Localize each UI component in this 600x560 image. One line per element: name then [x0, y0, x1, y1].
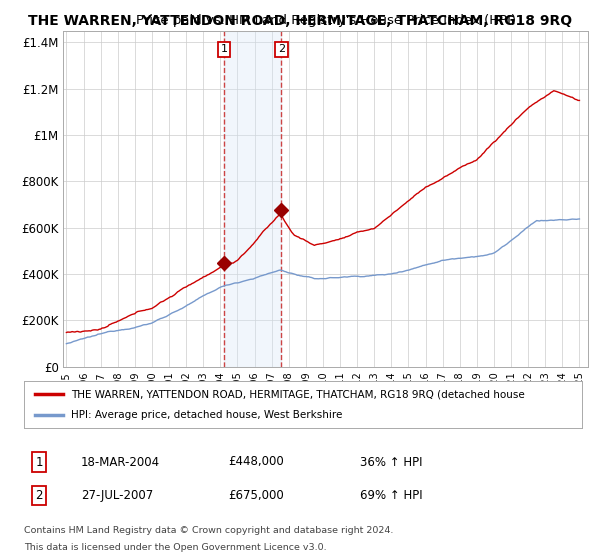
Text: This data is licensed under the Open Government Licence v3.0.: This data is licensed under the Open Gov… [24, 543, 326, 552]
Text: 2: 2 [278, 44, 285, 54]
Text: £448,000: £448,000 [228, 455, 284, 469]
Text: 1: 1 [35, 455, 43, 469]
Text: 2: 2 [35, 489, 43, 502]
Text: HPI: Average price, detached house, West Berkshire: HPI: Average price, detached house, West… [71, 410, 343, 420]
Text: THE WARREN, YATTENDON ROAD, HERMITAGE, THATCHAM, RG18 9RQ (detached house: THE WARREN, YATTENDON ROAD, HERMITAGE, T… [71, 389, 525, 399]
Text: £675,000: £675,000 [228, 489, 284, 502]
Text: Contains HM Land Registry data © Crown copyright and database right 2024.: Contains HM Land Registry data © Crown c… [24, 526, 394, 535]
Text: THE WARREN, YATTENDON ROAD, HERMITAGE, THATCHAM, RG18 9RQ: THE WARREN, YATTENDON ROAD, HERMITAGE, T… [28, 14, 572, 28]
Text: 69% ↑ HPI: 69% ↑ HPI [360, 489, 422, 502]
Text: 27-JUL-2007: 27-JUL-2007 [81, 489, 153, 502]
Text: 1: 1 [220, 44, 227, 54]
Text: 36% ↑ HPI: 36% ↑ HPI [360, 455, 422, 469]
Title: Price paid vs. HM Land Registry's House Price Index (HPI): Price paid vs. HM Land Registry's House … [136, 14, 515, 27]
Text: 18-MAR-2004: 18-MAR-2004 [81, 455, 160, 469]
Bar [224, 31, 281, 367]
